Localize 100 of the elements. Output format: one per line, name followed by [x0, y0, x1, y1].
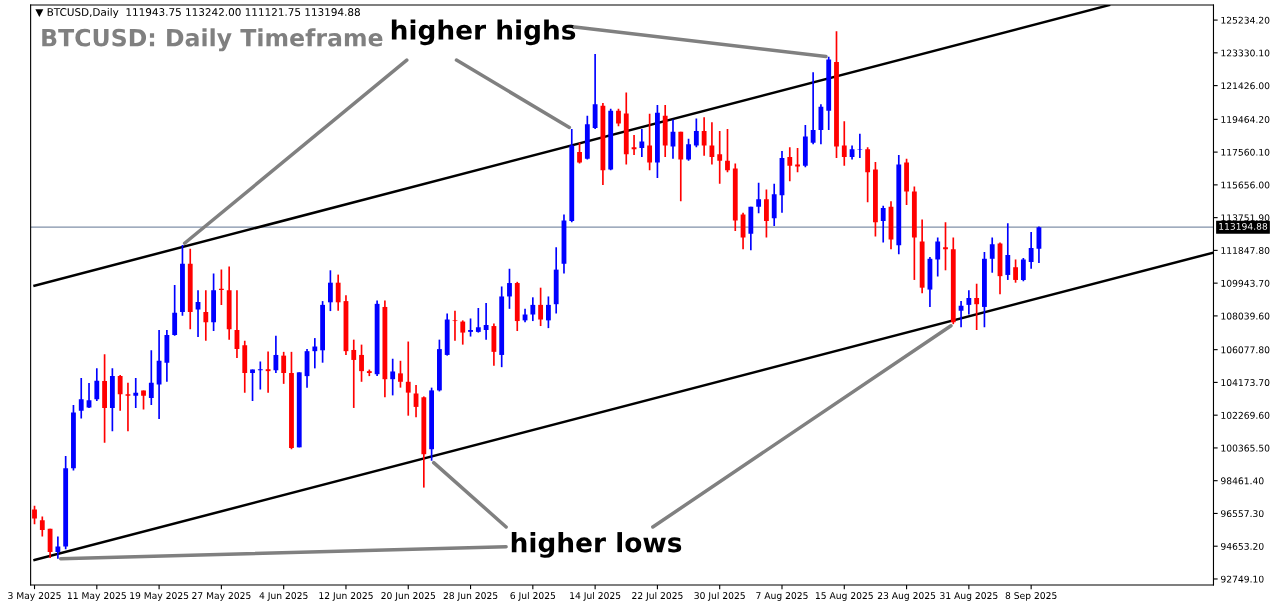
candlestick [312, 337, 318, 370]
x-tick-label: 6 Jul 2025 [510, 591, 556, 601]
y-tick-label: 117560.10 [1221, 148, 1270, 156]
candlestick [639, 128, 645, 158]
y-tick-label: 121426.00 [1221, 82, 1270, 90]
candlestick [756, 181, 762, 215]
candlestick [468, 317, 473, 338]
candlestick [507, 267, 512, 310]
candlestick [693, 117, 699, 149]
candlestick [647, 112, 653, 172]
candlestick [592, 53, 598, 130]
y-tick-label: 111847.80 [1221, 247, 1270, 254]
candlestick [47, 527, 53, 559]
candlestick [148, 349, 154, 406]
x-tick-label: 12 Jun 2025 [319, 592, 373, 601]
candlestick [273, 334, 279, 374]
y-tick-label: 104173.70 [1221, 379, 1270, 387]
candlestick [966, 289, 972, 316]
x-tick-label: 3 May 2025 [8, 592, 61, 601]
x-tick-label: 20 Jun 2025 [381, 592, 436, 601]
y-tick-label: 102269.60 [1221, 411, 1270, 419]
candlestick [156, 329, 162, 420]
candlestick [717, 130, 723, 185]
candlestick [974, 282, 980, 331]
y-tick-label: 123330.10 [1221, 49, 1270, 57]
x-tick-label: 11 May 2025 [67, 592, 126, 601]
candlestick [405, 340, 411, 417]
y-tick-label: 94653.20 [1221, 542, 1264, 550]
annotation: higher lows [511, 532, 682, 558]
candlestick [686, 138, 691, 162]
candlestick [359, 343, 364, 383]
candlestick [1005, 222, 1011, 281]
candlestick [880, 204, 886, 244]
y-tick-label: 106077.80 [1221, 346, 1270, 354]
candlestick [475, 307, 481, 334]
candlestick [141, 389, 146, 411]
candlestick [701, 116, 707, 157]
candlestick [452, 309, 458, 342]
x-tick-label: 7 Aug 2025 [756, 592, 808, 601]
candlestick [39, 515, 45, 538]
y-tick-label: 115656.00 [1221, 181, 1270, 189]
candlestick [1020, 257, 1026, 282]
y-tick-label: 100365.50 [1221, 444, 1270, 452]
candlestick [78, 377, 84, 420]
candlestick [841, 120, 847, 167]
x-tick-label: 14 Jul 2025 [570, 591, 621, 601]
candlestick [203, 289, 209, 342]
candlestick [787, 146, 793, 183]
candlestick [943, 221, 948, 272]
text: BTCUSD: Daily Timeframe [42, 28, 383, 52]
y-tick-label: 119464.20 [1221, 116, 1270, 123]
candlestick [257, 360, 263, 391]
x-tick-label: 4 Jun 2025 [259, 592, 308, 601]
candlestick [460, 319, 466, 346]
candlestick [530, 296, 536, 322]
x-tick-label: 19 May 2025 [130, 592, 189, 601]
x-tick-label: 27 May 2025 [192, 592, 251, 601]
candlestick [390, 357, 396, 397]
candlestick [545, 295, 551, 329]
candlestick [125, 381, 131, 433]
candlestick [327, 269, 333, 312]
candlestick [1028, 231, 1034, 270]
x-tick-label: 23 Aug 2025 [877, 592, 936, 601]
candlestick [764, 188, 769, 239]
candlestick [810, 71, 816, 146]
y-tick-label: 98461.40 [1221, 477, 1264, 485]
candlestick [725, 128, 730, 174]
candlestick [1013, 258, 1018, 284]
y-tick-label: 96557.30 [1221, 510, 1264, 518]
candlestick [335, 273, 341, 312]
x-tick-label: 15 Aug 2025 [815, 592, 873, 601]
candlestick [483, 302, 489, 341]
x-tick-label: 8 Sep 2025 [1005, 592, 1057, 601]
x-tick-label: 28 Jun 2025 [443, 592, 498, 601]
y-tick-label: 109943.70 [1221, 279, 1270, 287]
y-tick-label: 92749.10 [1221, 575, 1264, 583]
candlestick [133, 377, 139, 409]
candlestick [117, 374, 123, 412]
chart-subtitle: ▼ BTCUSD,Daily 111943.75 113242.00 111121.75 113194.88 [35, 7, 360, 18]
candlestick [55, 535, 61, 560]
y-tick-label: 125234.20 [1221, 16, 1270, 24]
y-tick-label: 113751.90 [1221, 214, 1270, 222]
candlestick [281, 351, 287, 385]
x-tick-label: 31 Aug 2025 [940, 592, 998, 601]
ref-line-label: 113194.88 [1219, 222, 1268, 230]
candlestick [795, 147, 800, 174]
x-tick-label: 22 Jul 2025 [632, 591, 683, 601]
candlestick [94, 367, 100, 402]
candlestick [265, 350, 271, 394]
candlestick [86, 382, 92, 409]
y-tick-label: 108039.60 [1221, 312, 1270, 320]
x-tick-label: 30 Jul 2025 [694, 591, 745, 601]
candlestick [351, 338, 357, 409]
candlestick [538, 286, 544, 327]
candlestick [989, 236, 995, 274]
candlestick [32, 504, 37, 526]
candlestick [172, 284, 178, 337]
annotation: higher highs [391, 19, 576, 46]
candlestick [935, 236, 941, 278]
candlestick [865, 146, 871, 204]
